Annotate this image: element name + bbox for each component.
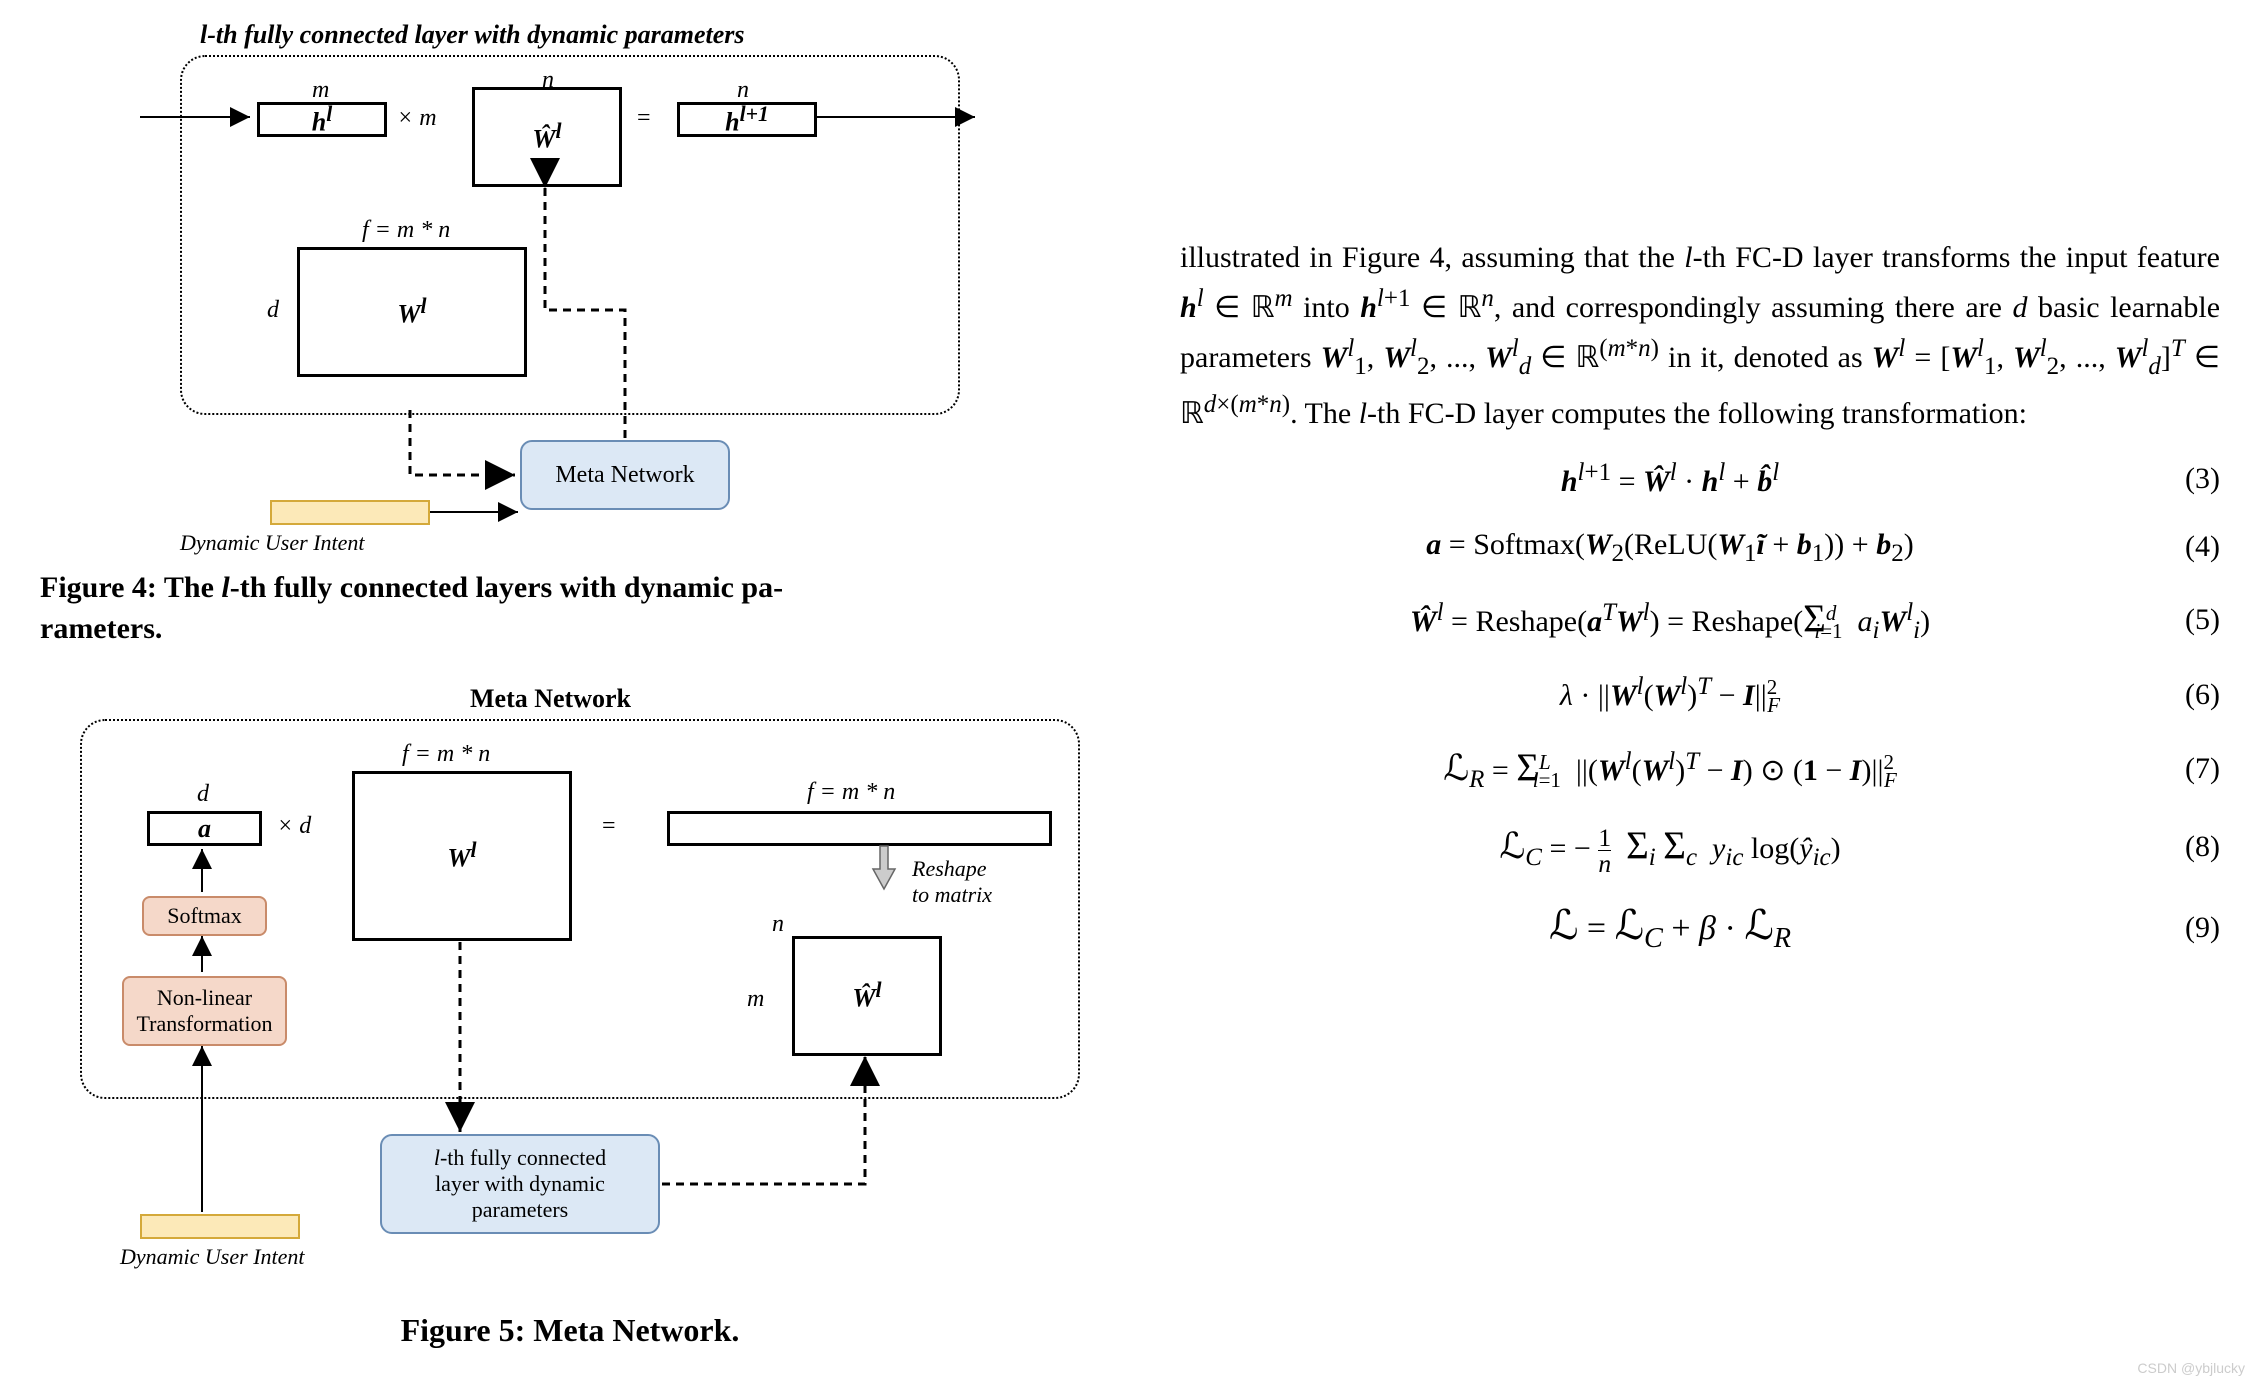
fig4-times-m: × m <box>397 105 437 132</box>
fig5-fcd-box: l-th fully connectedlayer with dynamicpa… <box>380 1134 660 1234</box>
eq6-num: (6) <box>2160 672 2220 717</box>
eq7-num: (7) <box>2160 746 2220 791</box>
fig5-softmax-text: Softmax <box>167 903 242 929</box>
left-column: l-th fully connected layer with dynamic … <box>40 20 1100 1352</box>
fig5-caption: Figure 5: Meta Network. <box>40 1309 1100 1352</box>
fig5-wl-text: Wl <box>447 838 476 874</box>
fig5-reshape-label: Reshapeto matrix <box>912 856 992 908</box>
fig4-caption: Figure 4: The l-th fully connected layer… <box>40 568 1100 649</box>
fig5-intent-label: Dynamic User Intent <box>120 1244 305 1270</box>
eq4-body: a = Softmax(W2(ReLU(W1ĩ + b1)) + b2) <box>1180 522 2160 573</box>
eq6-body: λ · ||Wl(Wl)T − I||2F <box>1180 668 2160 722</box>
eq5-body: Ŵl = Reshape(aTWl) = Reshape(Σdi=1 aiWli… <box>1180 590 2160 650</box>
fig5-result-bar <box>667 811 1052 846</box>
eq8-num: (8) <box>2160 824 2220 869</box>
fig4-hl1-text: hl+1 <box>725 102 769 138</box>
fig4-meta-text: Meta Network <box>555 462 694 489</box>
eq8: ℒC = − 1n Σi Σc yic log(ŷic) (8) <box>1180 817 2220 877</box>
fig5-f2-label: f = m * n <box>807 779 895 806</box>
fig4-equals: = <box>637 105 651 132</box>
eq8-body: ℒC = − 1n Σi Σc yic log(ŷic) <box>1180 817 2160 877</box>
fig5-wl-box: Wl <box>352 771 572 941</box>
fig5-d-label: d <box>197 781 209 808</box>
eq9: ℒ = ℒC + β · ℒR (9) <box>1180 895 2220 960</box>
eq5-num: (5) <box>2160 597 2220 642</box>
fig5-n-label: n <box>772 911 784 938</box>
fig4-hl-box: hl <box>257 102 387 137</box>
fig4-dotted-box: m hl × m n Ŵl = n hl+1 f = m * n d Wl <box>180 55 960 415</box>
fig5-times-d: × d <box>277 813 311 840</box>
eq9-body: ℒ = ℒC + β · ℒR <box>1180 895 2160 960</box>
fig5-whl-box: Ŵl <box>792 936 942 1056</box>
watermark: CSDN @ybjlucky <box>2137 1360 2245 1376</box>
fig5-dotted-box: d a × d f = m * n Wl = f = m * n Reshape… <box>80 719 1080 1099</box>
eq6: λ · ||Wl(Wl)T − I||2F (6) <box>1180 668 2220 722</box>
figure5-container: Meta Network d a × d f = m * n Wl = f = … <box>40 684 1100 1304</box>
eq3: hl+1 = Ŵl · hl + b̂l (3) <box>1180 454 2220 504</box>
fig5-a-box: a <box>147 811 262 846</box>
fig4-wl-text: Wl <box>397 294 426 330</box>
eq9-num: (9) <box>2160 905 2220 950</box>
fig4-whl-text: Ŵl <box>532 119 561 155</box>
fig5-a-text: a <box>198 814 211 844</box>
eq3-num: (3) <box>2160 456 2220 501</box>
fig5-nonlinear-box: Non-linearTransformation <box>122 976 287 1046</box>
fig4-wl-box: Wl <box>297 247 527 377</box>
fig5-intent-box <box>140 1214 300 1239</box>
fig5-whl-text: Ŵl <box>852 978 881 1014</box>
eq7: ℒR = ΣLl=1 ||(Wl(Wl)T − I) ⊙ (1 − I)||2F… <box>1180 739 2220 799</box>
fig5-nonlinear-text: Non-linearTransformation <box>136 985 272 1037</box>
fig4-intent-box <box>270 500 430 525</box>
fig5-m-label: m <box>747 986 764 1013</box>
fig4-intent-label: Dynamic User Intent <box>180 530 365 556</box>
fig4-header-text: l-th fully connected layer with dynamic … <box>200 20 745 49</box>
fig5-eq: = <box>602 813 616 840</box>
fig4-whl-box: Ŵl <box>472 87 622 187</box>
fig5-header: Meta Network <box>470 684 631 714</box>
eq7-body: ℒR = ΣLl=1 ||(Wl(Wl)T − I) ⊙ (1 − I)||2F <box>1180 739 2160 799</box>
fig4-hl-text: hl <box>312 102 333 138</box>
eq3-body: hl+1 = Ŵl · hl + b̂l <box>1180 454 2160 504</box>
fig4-n2-label: n <box>737 77 749 104</box>
fig4-meta-box: Meta Network <box>520 440 730 510</box>
fig5-fcd-text: l-th fully connectedlayer with dynamicpa… <box>434 1145 606 1223</box>
fig4-f-label: f = m * n <box>362 217 450 244</box>
fig5-softmax-box: Softmax <box>142 896 267 936</box>
figure4-container: l-th fully connected layer with dynamic … <box>40 20 1040 550</box>
eq4-num: (4) <box>2160 524 2220 569</box>
fig4-m-label: m <box>312 77 329 104</box>
right-column: illustrated in Figure 4, assuming that t… <box>1180 235 2220 978</box>
fig5-f-label: f = m * n <box>402 741 490 768</box>
fig4-d-label: d <box>267 297 279 324</box>
fig4-header: l-th fully connected layer with dynamic … <box>200 20 745 50</box>
eq4: a = Softmax(W2(ReLU(W1ĩ + b1)) + b2) (4) <box>1180 522 2220 573</box>
paragraph: illustrated in Figure 4, assuming that t… <box>1180 235 2220 436</box>
fig4-hl1-box: hl+1 <box>677 102 817 137</box>
eq5: Ŵl = Reshape(aTWl) = Reshape(Σdi=1 aiWli… <box>1180 590 2220 650</box>
